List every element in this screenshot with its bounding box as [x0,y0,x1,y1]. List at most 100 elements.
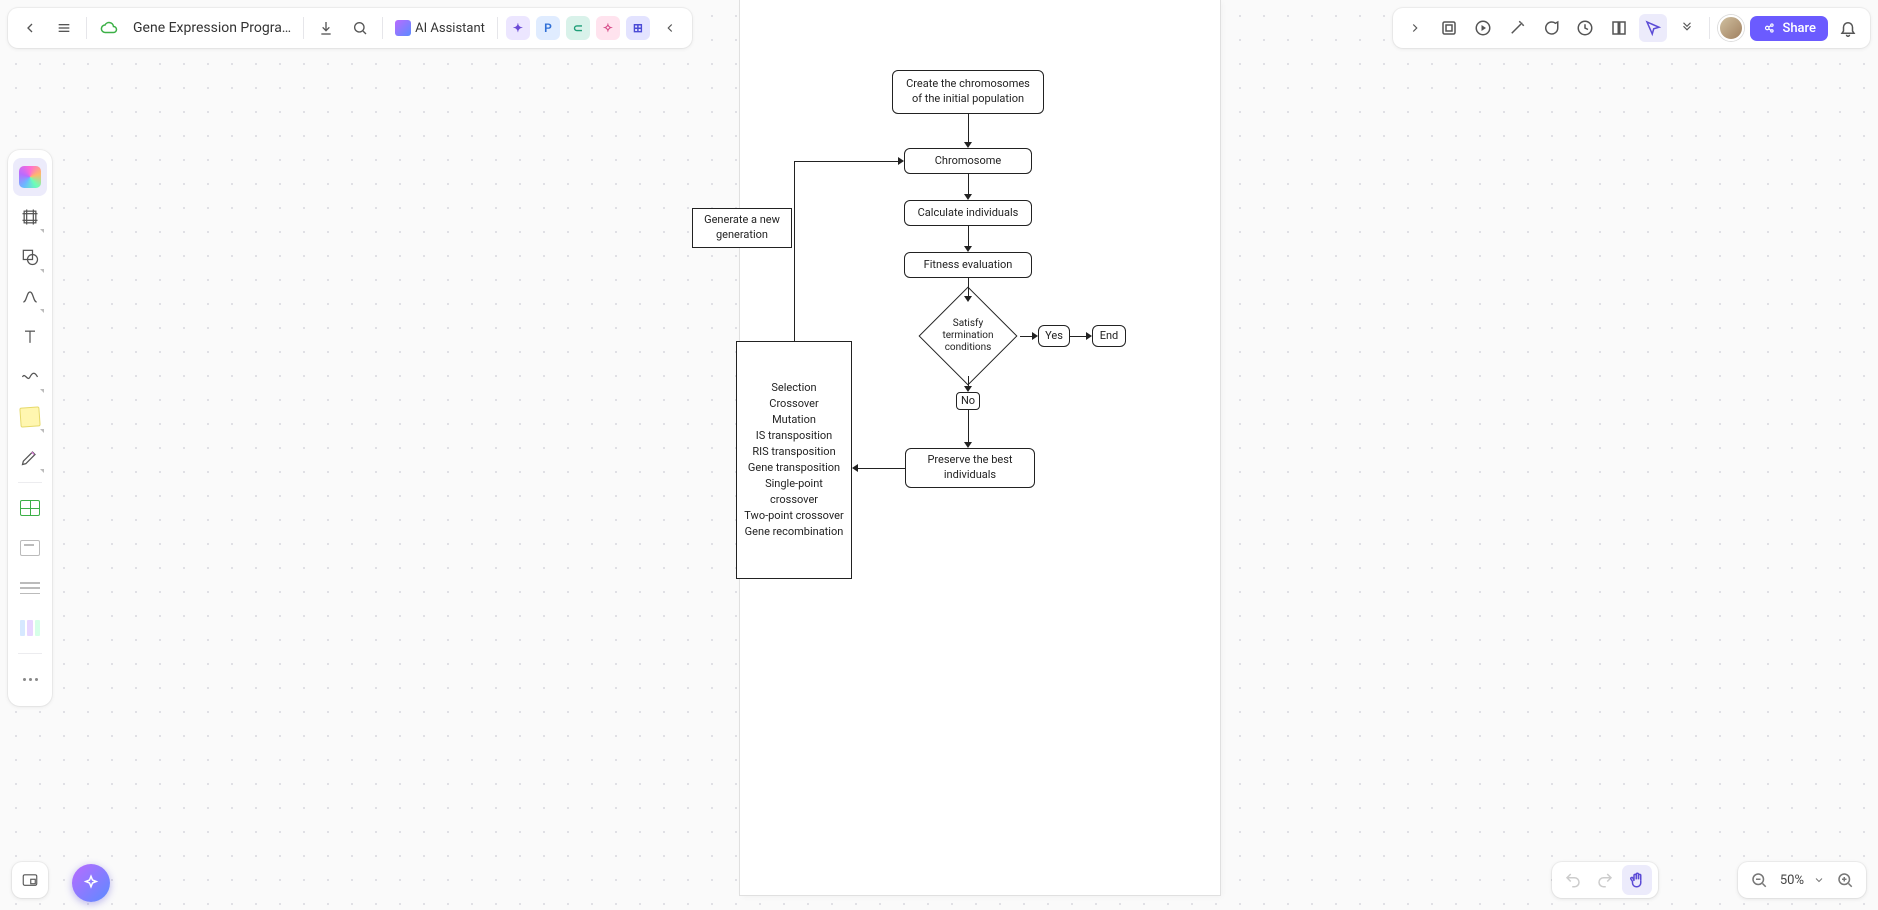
template-chip[interactable]: ✦ [506,16,530,40]
download-button[interactable] [312,14,340,42]
more-tools[interactable] [13,660,47,698]
text-block-icon [20,540,40,556]
magic-button[interactable] [1503,14,1531,42]
list-tool[interactable] [13,569,47,607]
side-toolbar [8,150,52,706]
fc-node-label: End [1100,329,1119,344]
grid-button[interactable] [1605,14,1633,42]
sticky-note-tool[interactable] [13,398,47,436]
fc-arrowhead [964,442,972,448]
fc-arrowhead [964,296,972,302]
cursor-tool-button[interactable] [1639,14,1667,42]
chip-glyph: ✧ [603,21,613,35]
share-label: Share [1782,21,1816,36]
fc-node-label: Create the chromosomes of the initial po… [906,77,1030,107]
sticky-note-icon [19,406,40,427]
fc-node-label: Generate a new generation [704,213,780,243]
fc-node-calc[interactable]: Calculate individuals [904,200,1032,226]
template-chip[interactable]: ⊞ [626,16,650,40]
chip-glyph: ✦ [513,21,523,35]
fc-node-generate[interactable]: Generate a new generation [692,208,792,248]
fc-node-label: Selection Crossover Mutation IS transpos… [743,380,845,539]
top-toolbar-left: Gene Expression Progra… AI Assistant ✦ P… [8,8,692,48]
layers-button[interactable] [1435,14,1463,42]
fc-node-fitness[interactable]: Fitness evaluation [904,252,1032,278]
fc-edge [794,161,900,162]
present-button[interactable] [1469,14,1497,42]
fc-node-label: Satisfy termination conditions [942,318,993,354]
ai-assistant-button[interactable]: AI Assistant [391,20,489,36]
table-tool[interactable] [13,489,47,527]
fc-node-label: No [961,394,975,409]
fc-edge [968,278,969,298]
document-title[interactable]: Gene Expression Progra… [129,20,295,36]
search-button[interactable] [346,14,374,42]
back-button[interactable] [16,14,44,42]
undo-button[interactable] [1558,865,1588,895]
kanban-icon [20,620,40,636]
fc-node-yes[interactable]: Yes [1038,325,1070,347]
text-block-tool[interactable] [13,529,47,567]
user-avatar[interactable] [1718,15,1744,41]
fc-arrowhead [964,142,972,148]
menu-button[interactable] [50,14,78,42]
fc-node-end[interactable]: End [1092,325,1126,347]
fc-node-operations[interactable]: Selection Crossover Mutation IS transpos… [736,341,852,579]
template-chip[interactable]: ✧ [596,16,620,40]
cloud-sync-icon[interactable] [95,14,123,42]
fc-edge [794,161,795,341]
scribble-tool[interactable] [13,358,47,396]
pan-tool-button[interactable] [1622,865,1652,895]
redo-button[interactable] [1590,865,1620,895]
top-toolbar-right: Share [1393,8,1870,48]
fc-node-decision[interactable]: Satisfy termination conditions [916,296,1020,376]
history-button[interactable] [1571,14,1599,42]
zoom-controls: 50% [1738,862,1866,898]
notifications-button[interactable] [1834,14,1862,42]
chip-glyph: ⊞ [633,21,643,35]
zoom-menu-button[interactable] [1810,865,1828,895]
minimap-button[interactable] [12,862,48,898]
ai-fab-button[interactable] [72,864,110,902]
fc-node-no[interactable]: No [956,392,980,410]
kanban-tool[interactable] [13,609,47,647]
list-icon [20,580,40,596]
shape-tool[interactable] [13,238,47,276]
ai-assistant-label: AI Assistant [415,21,485,36]
history-controls [1552,862,1658,898]
collapse-templates-button[interactable] [656,14,684,42]
zoom-in-button[interactable] [1830,865,1860,895]
fc-node-label: Chromosome [935,154,1001,169]
fc-edge [968,226,969,248]
fc-node-label: Yes [1045,329,1063,344]
text-tool[interactable] [13,318,47,356]
template-chip[interactable]: P [536,16,560,40]
app-logo-icon [19,166,41,188]
fc-node-preserve[interactable]: Preserve the best individuals [905,448,1035,488]
connector-tool[interactable] [13,278,47,316]
document-page[interactable]: Create the chromosomes of the initial po… [740,0,1220,895]
chip-glyph: ⊂ [573,21,583,35]
zoom-out-button[interactable] [1744,865,1774,895]
fc-arrowhead [964,194,972,200]
select-tool[interactable] [13,158,47,196]
pen-tool[interactable] [13,438,47,476]
zoom-level[interactable]: 50% [1776,873,1808,888]
frame-tool[interactable] [13,198,47,236]
more-tools-button[interactable] [1673,14,1701,42]
fc-edge [968,174,969,196]
expand-templates-button[interactable] [1401,14,1429,42]
fc-node-label: Calculate individuals [918,206,1019,221]
fc-node-start[interactable]: Create the chromosomes of the initial po… [892,70,1044,114]
template-chip[interactable]: ⊂ [566,16,590,40]
table-icon [20,500,40,516]
fc-edge [968,410,969,444]
fc-node-label: Preserve the best individuals [927,453,1012,483]
fc-node-chromosome[interactable]: Chromosome [904,148,1032,174]
fc-arrowhead [1086,332,1092,340]
more-icon [23,678,38,681]
ai-logo-icon [395,20,411,36]
comment-button[interactable] [1537,14,1565,42]
fc-edge [968,114,969,144]
share-button[interactable]: Share [1750,16,1828,41]
